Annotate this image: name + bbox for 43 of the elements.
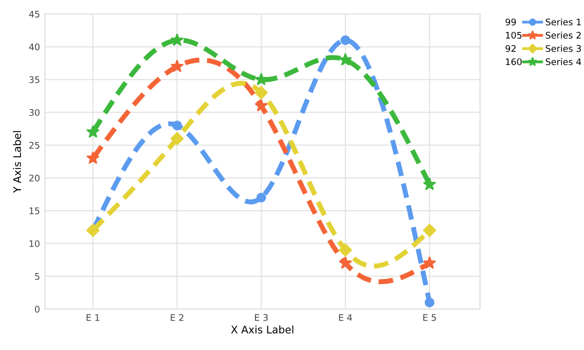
x-tick-label: E 5 [423,314,436,321]
y-tick-label: 20 [29,174,40,182]
y-tick-label: 25 [29,142,40,149]
point [254,98,268,112]
point [170,60,184,72]
x-tick-label: E 2 [170,314,184,321]
legend-label: Series 1 [546,18,581,26]
point [86,151,100,164]
point [86,125,100,138]
y-tick-label: 15 [30,208,40,214]
y-tick-label: 35 [29,76,40,84]
x-tick-label: E 3 [254,314,268,321]
text: 160 [506,58,522,66]
y-tick-label: 30 [29,109,40,116]
point [338,256,352,269]
point [422,178,436,190]
point [338,52,352,66]
point [170,33,184,46]
x-tick-label: E 4 [339,314,352,321]
y-tick-label: 5 [35,273,40,280]
point [338,243,352,257]
y-tick-label: 10 [30,240,40,248]
point [170,132,184,146]
point [422,224,436,237]
point [340,35,350,46]
x-tick-label: E 1 [86,314,100,321]
y-axis-title: Y Axis Label [12,131,22,193]
legend-label: Series 2 [546,32,581,39]
text: 105 [506,32,522,39]
legend-label: Series 3 [546,44,581,52]
point [422,256,436,269]
text: 99 [506,18,516,26]
y-tick-label: 0 [34,306,40,313]
point [256,192,266,202]
point [424,298,434,308]
text: 92 [506,45,516,52]
y-tick-label: 40 [29,44,40,50]
point [254,86,268,100]
legend-label: Series 4 [546,58,582,66]
y-tick-label: 45 [29,10,40,18]
point [172,120,182,130]
x-axis-title: X Axis Label [231,325,294,334]
point [254,72,268,86]
